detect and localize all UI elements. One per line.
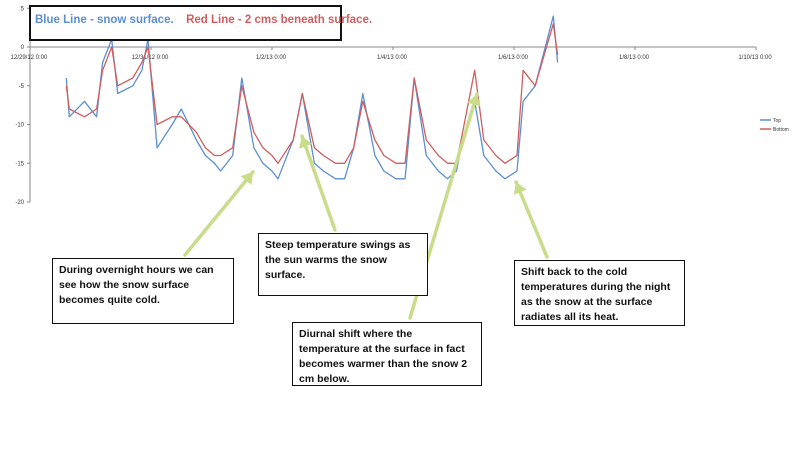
callout-overnight-text: During overnight hours we can see how th…	[59, 264, 214, 306]
callout-overnight: During overnight hours we can see how th…	[52, 258, 234, 324]
x-tick-label: 1/8/13 0:00	[619, 55, 650, 61]
callout-shift-back-text: Shift back to the cold temperatures duri…	[521, 266, 671, 323]
y-tick-label: -15	[15, 161, 24, 167]
x-tick-label: 12/31/12 0:00	[132, 55, 169, 61]
title-blue: Blue Line - snow surface.	[35, 14, 174, 26]
arrow-overnight-head	[240, 172, 253, 185]
y-tick-label: 0	[21, 45, 25, 51]
y-tick-label: 5	[21, 6, 25, 12]
arrow-shift-back-shaft	[514, 180, 549, 259]
arrow-diurnal-head	[467, 94, 481, 107]
callout-steep-text: Steep temperature swings as the sun warm…	[265, 239, 411, 281]
axes: 5 0 -5 -10 -15 -20 12/29/12 0:00 12/31/12 0:00 1…	[11, 6, 773, 206]
title-red: Red Line - 2 cms beneath surface.	[186, 14, 373, 26]
callout-diurnal: Diurnal shift where the temperature at t…	[292, 322, 482, 386]
y-tick-label: -20	[15, 200, 24, 206]
series-line-bottom	[65, 23, 559, 164]
arrow-steep-head	[299, 136, 313, 149]
x-tick-label: 1/4/13 0:00	[377, 55, 408, 61]
legend-label-bottom: Bottom	[773, 127, 789, 133]
arrow-overnight-shaft	[183, 170, 255, 257]
callout-arrows	[183, 92, 549, 320]
x-tick-label: 1/6/13 0:00	[498, 55, 529, 61]
x-tick-label: 1/10/13 0:00	[738, 55, 772, 61]
x-tick-label: 12/29/12 0:00	[11, 55, 48, 61]
x-tick-label: 1/2/13 0:00	[256, 55, 287, 61]
y-tick-label: -10	[15, 123, 24, 129]
chart-title-box: Blue Line - snow surface. Red Line - 2 c…	[29, 5, 372, 41]
legend-label-top: Top	[773, 118, 781, 124]
arrow-steep-shaft	[300, 134, 337, 232]
arrow-shift-back-head	[513, 182, 527, 195]
callout-diurnal-text: Diurnal shift where the temperature at t…	[299, 328, 468, 385]
callout-shift-back: Shift back to the cold temperatures duri…	[514, 260, 685, 326]
callout-steep: Steep temperature swings as the sun warm…	[258, 233, 428, 296]
y-tick-label: -5	[19, 84, 25, 90]
legend: Top Bottom	[760, 118, 789, 133]
